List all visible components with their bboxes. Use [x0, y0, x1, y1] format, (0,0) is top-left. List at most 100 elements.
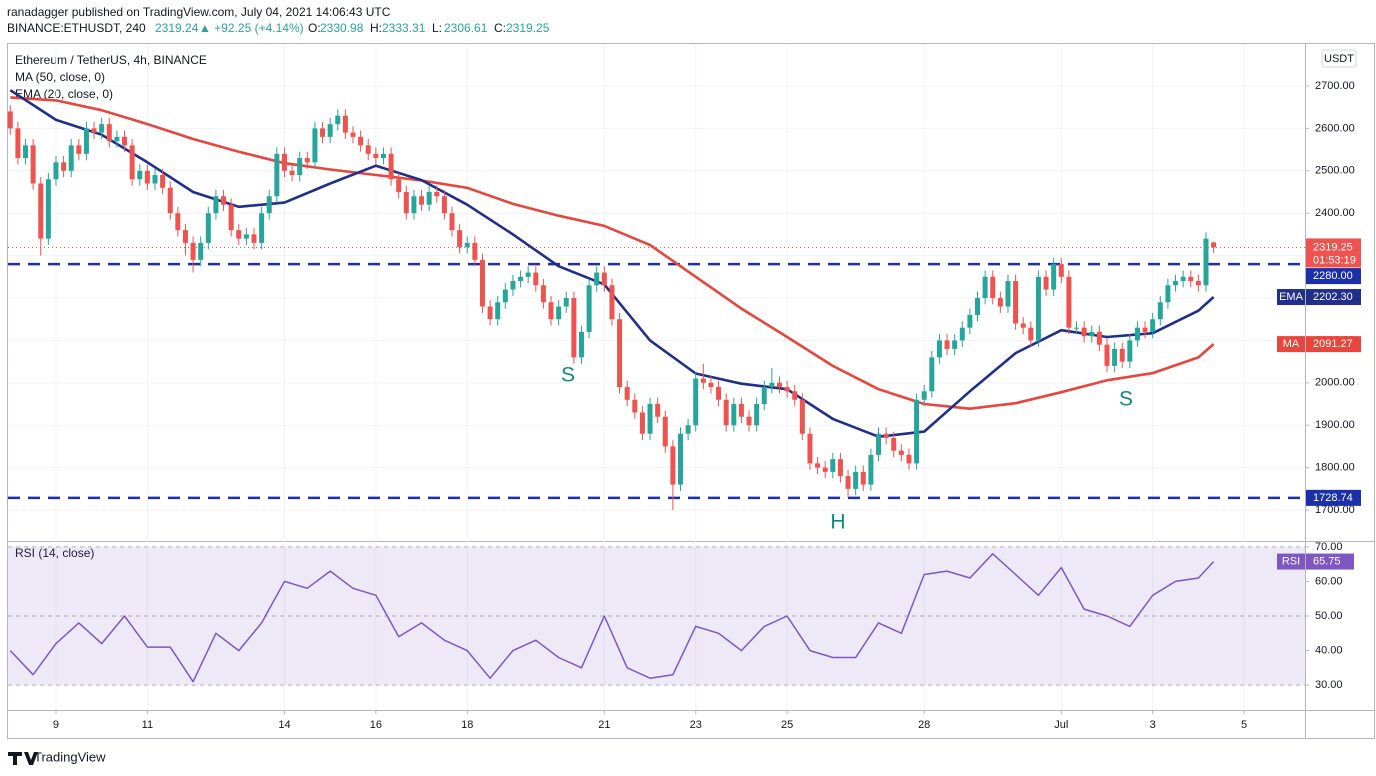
- x-tick-label: 3: [1150, 719, 1156, 731]
- candle-body: [975, 298, 981, 315]
- candle-body: [213, 196, 219, 214]
- x-tick-label: 21: [598, 719, 610, 731]
- candle-body: [556, 306, 562, 320]
- unit-box: [1321, 49, 1357, 68]
- candle-body: [1035, 276, 1041, 341]
- candle-body: [411, 196, 417, 214]
- indicator-line: [10, 96, 1215, 410]
- candle-body: [53, 162, 59, 180]
- candle-body: [129, 145, 135, 180]
- candle-body: [1142, 327, 1148, 332]
- indicator-name: MA: [1283, 338, 1300, 350]
- candle-body: [997, 298, 1003, 307]
- candle-body: [1211, 242, 1217, 248]
- price-badge-value: 2319.25: [1313, 241, 1353, 253]
- candle-body: [30, 145, 36, 184]
- level-badge-label: 2280.00: [1313, 270, 1353, 282]
- ohlc-label: C:: [494, 21, 506, 35]
- candle-body: [190, 242, 196, 260]
- unit-label: USDT: [1324, 53, 1354, 65]
- candle-body: [449, 213, 455, 231]
- candle-body: [1096, 331, 1102, 345]
- price-badge: [1306, 238, 1361, 268]
- candle-body: [243, 234, 249, 239]
- candle-body: [1104, 344, 1110, 366]
- candle-body: [876, 433, 882, 455]
- candle-body: [594, 272, 600, 286]
- candle-body: [1013, 281, 1019, 324]
- candle-body: [114, 136, 120, 142]
- candle-body: [1165, 285, 1171, 303]
- candle-body: [365, 145, 371, 154]
- pattern-annotation: H: [830, 511, 845, 534]
- candle-body: [152, 175, 158, 184]
- candle-body: [419, 196, 425, 205]
- candle-body: [784, 387, 790, 392]
- pattern-annotation: S: [1119, 388, 1133, 411]
- level-badge: [1306, 489, 1361, 506]
- price-countdown: 01:53:19: [1313, 254, 1356, 266]
- candle-body: [921, 391, 927, 400]
- candle-body: [259, 213, 265, 243]
- candle-body: [1173, 281, 1179, 286]
- y-tick-label: 2600.00: [1315, 122, 1355, 134]
- candle-body: [297, 158, 303, 176]
- y-tick-label: 50.00: [1315, 610, 1343, 622]
- candle-body: [426, 191, 432, 205]
- candle-body: [677, 433, 683, 485]
- candle-body: [1112, 348, 1118, 366]
- candle-body: [236, 230, 242, 239]
- candle-body: [982, 276, 988, 299]
- candle-body: [700, 378, 706, 383]
- candle-body: [540, 285, 546, 303]
- candle-body: [685, 425, 691, 434]
- candle-body: [38, 183, 44, 239]
- candle-body: [198, 242, 204, 260]
- candle-body: [1127, 340, 1133, 362]
- candle-body: [898, 450, 904, 455]
- candle-body: [167, 187, 173, 214]
- candle-body: [738, 404, 744, 417]
- level-badge-label: 1728.74: [1313, 492, 1353, 504]
- y-tick-label: 40.00: [1315, 644, 1343, 656]
- candle-body: [693, 378, 699, 426]
- candle-body: [952, 340, 958, 349]
- rsi-badge: [1306, 553, 1354, 570]
- y-tick-label: 2000.00: [1315, 377, 1355, 389]
- x-tick-label: 14: [278, 719, 290, 731]
- candle-body: [175, 213, 181, 231]
- candle-body: [1195, 281, 1201, 286]
- candle-body: [91, 128, 97, 133]
- candle-body: [45, 179, 51, 239]
- candle-body: [967, 314, 973, 328]
- candle-body: [396, 179, 402, 192]
- indicator-badge: [1306, 336, 1361, 353]
- y-tick-label: 2700.00: [1315, 80, 1355, 92]
- pattern-annotation: S: [561, 364, 575, 387]
- candle-body: [502, 289, 508, 303]
- candle-body: [1089, 331, 1095, 337]
- candle-body: [1081, 327, 1087, 337]
- candle-body: [266, 196, 272, 214]
- candle-body: [1051, 264, 1057, 290]
- candle-body: [617, 319, 623, 388]
- indicator-value: 2091.27: [1313, 338, 1353, 350]
- candle-body: [228, 204, 234, 231]
- indicator-name: EMA: [1279, 291, 1304, 303]
- candle-body: [845, 476, 851, 489]
- candle-body: [936, 340, 942, 358]
- candle-body: [464, 242, 470, 248]
- candle-body: [373, 153, 379, 159]
- candle-body: [1157, 302, 1163, 320]
- candle-body: [304, 158, 310, 163]
- candle-body: [1119, 348, 1125, 362]
- candle-body: [830, 459, 836, 472]
- y-tick-label: 30.00: [1315, 679, 1343, 691]
- candle-body: [792, 391, 798, 400]
- candle-body: [1203, 238, 1209, 286]
- level-badge: [1306, 268, 1361, 285]
- candle-body: [76, 145, 82, 154]
- candle-body: [670, 446, 676, 485]
- ohlc-value: 2330.98: [320, 21, 364, 35]
